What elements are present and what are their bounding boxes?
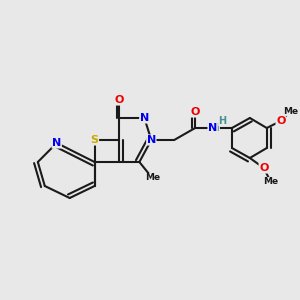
- Text: Me: Me: [283, 106, 298, 116]
- Text: N: N: [52, 138, 62, 148]
- Text: O: O: [259, 163, 268, 173]
- Text: Me: Me: [145, 173, 160, 182]
- Text: H: H: [211, 123, 219, 133]
- Text: Me: Me: [263, 178, 278, 187]
- Text: H: H: [218, 116, 226, 125]
- Text: O: O: [115, 95, 124, 105]
- Text: N: N: [140, 113, 149, 123]
- Text: O: O: [190, 107, 200, 117]
- Text: N: N: [147, 135, 156, 145]
- Text: O: O: [276, 116, 285, 126]
- Text: N: N: [208, 123, 217, 133]
- Text: S: S: [91, 135, 99, 145]
